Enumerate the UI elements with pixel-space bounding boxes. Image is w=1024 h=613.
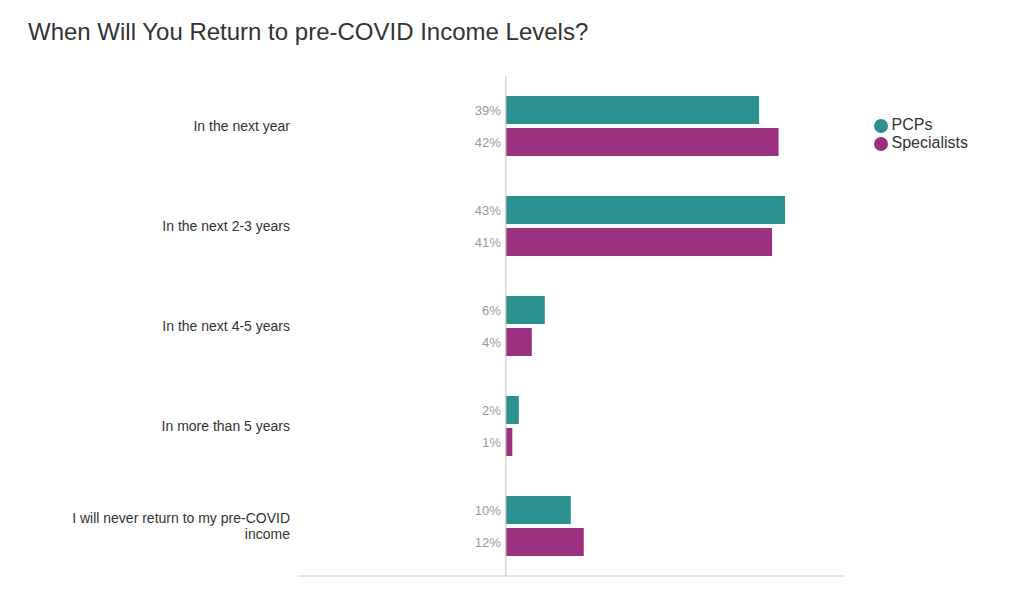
svg-text:1%: 1%: [482, 435, 501, 450]
svg-text:39%: 39%: [475, 103, 501, 118]
svg-text:In the next year: In the next year: [193, 118, 290, 134]
svg-text:41%: 41%: [475, 235, 501, 250]
svg-text:12%: 12%: [475, 535, 501, 550]
html-text:When Will You Return to pre-CO: When Will You Return to pre-COVID Income…: [28, 18, 589, 45]
svg-text:4%: 4%: [482, 335, 501, 350]
svg-text:6%: 6%: [482, 303, 501, 318]
svg-text:In more than 5 years: In more than 5 years: [162, 418, 290, 434]
svg-text:10%: 10%: [475, 503, 501, 518]
svg-text:In the next 4-5 years: In the next 4-5 years: [162, 318, 290, 334]
svg-text:43%: 43%: [475, 203, 501, 218]
svg-text:42%: 42%: [475, 135, 501, 150]
svg-text:In the next 2-3 years: In the next 2-3 years: [162, 218, 290, 234]
html-text:PCPs: PCPs: [891, 116, 933, 133]
html-text:Specialists: Specialists: [891, 134, 968, 151]
svg-text:2%: 2%: [482, 403, 501, 418]
svg-text:I will never return to my pre-: I will never return to my pre-COVIDincom…: [72, 510, 290, 543]
